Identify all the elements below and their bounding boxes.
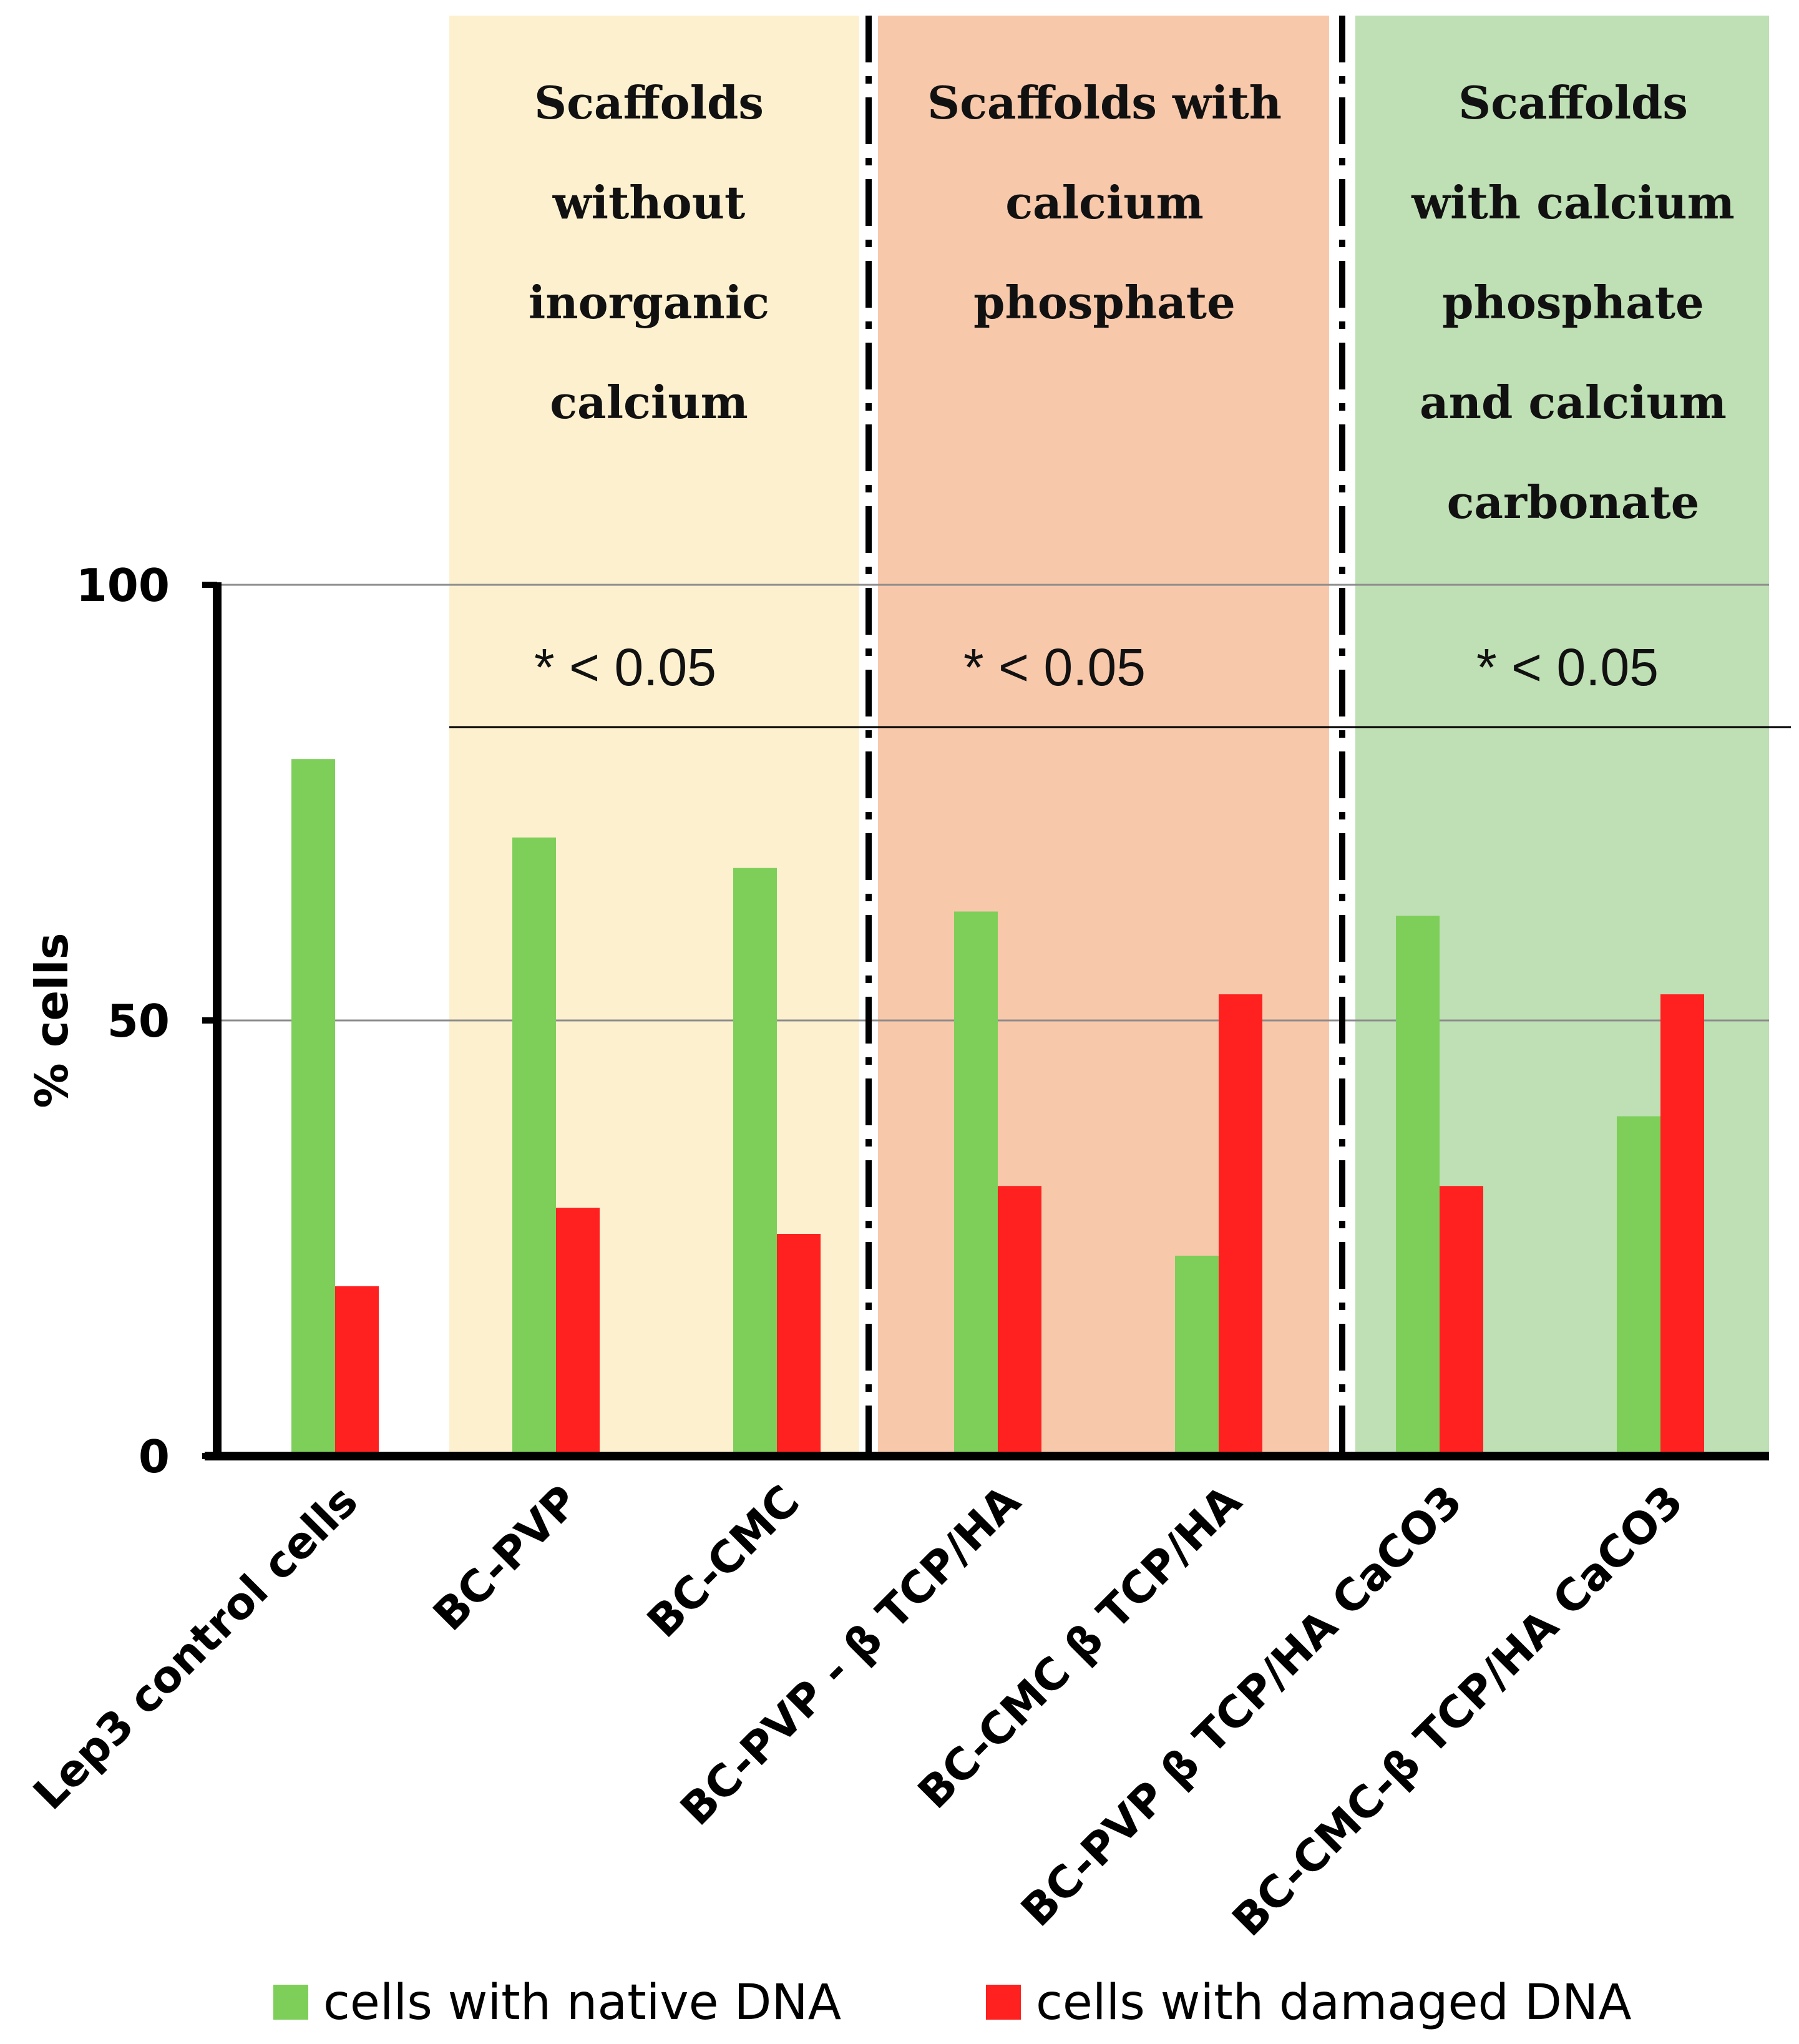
x-category-label: BC-PVP [423,1475,588,1641]
bar-damaged [1219,994,1262,1456]
bar-damaged [998,1186,1041,1456]
legend: cells with native DNA cells with damaged … [273,1975,1632,2031]
y-tick-label: 50 [107,995,170,1047]
bar-native [1617,1116,1660,1456]
significance-annotations: * < 0.05 * < 0.05 * < 0.05 [449,638,1791,728]
group-title-line: Scaffolds [534,76,764,129]
bar-native [1175,1255,1219,1456]
x-category-label: BC-CMC [637,1475,809,1648]
group-title-line: phosphate [973,276,1236,329]
group-title-line: inorganic [529,276,769,329]
group-title-line: Scaffolds [1458,76,1688,129]
group-title-line: calcium [550,376,748,429]
legend-swatch-damaged [986,1985,1021,2020]
group-dividers [865,16,1345,1456]
x-category-label: BC-PVP β TCP/HA CaCO3 [1012,1475,1472,1936]
group-title-line: calcium [1005,176,1204,229]
group-title-line: carbonate [1447,476,1700,529]
group-title-line: phosphate [1442,276,1704,329]
group-title-line: without [552,176,746,229]
group-title-line: with calcium [1411,176,1735,229]
y-tick-label: 0 [139,1430,170,1483]
legend-label: cells with damaged DNA [1036,1975,1632,2031]
significance-label: * < 0.05 [963,638,1146,697]
axes [202,582,1769,1460]
bar-native [512,837,556,1456]
group-title-line: Scaffolds with [927,76,1282,129]
bar-damaged [777,1234,821,1456]
legend-label: cells with native DNA [323,1975,841,2031]
bar-damaged [335,1286,379,1456]
bars [291,759,1704,1456]
legend-swatch-native [273,1985,308,2020]
significance-label: * < 0.05 [534,638,716,697]
group-backgrounds [449,16,1769,1456]
bar-damaged [556,1208,600,1456]
y-tick-labels: 0 50 100 [76,559,170,1483]
x-category-label: BC-CMC-β TCP/HA CaCO3 [1222,1475,1693,1946]
group-title-line: and calcium [1420,376,1727,429]
y-tick-label: 100 [76,559,170,612]
bar-damaged [1440,1186,1483,1456]
bar-native [1396,916,1440,1456]
bar-native [291,759,335,1456]
x-category-label: Lep3 control cells [24,1475,368,1819]
y-axis-label: % cells [26,933,78,1108]
bar-native [954,911,998,1456]
group-titles: Scaffolds without inorganic calcium Scaffold… [529,76,1735,529]
significance-label: * < 0.05 [1476,638,1659,697]
bar-native [733,868,777,1456]
bar-damaged [1660,994,1704,1456]
